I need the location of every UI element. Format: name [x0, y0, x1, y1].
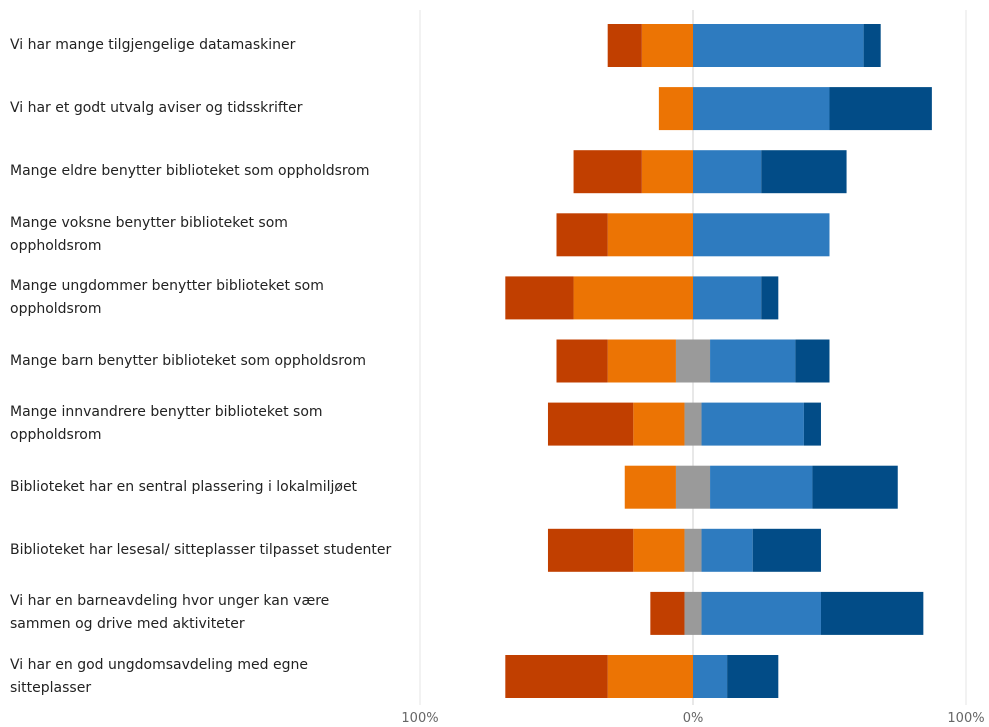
bar-strong-positive	[812, 465, 898, 509]
x-tick-label-right: 100%	[947, 711, 984, 726]
bar-positive	[693, 276, 762, 320]
bar-negative	[658, 87, 693, 131]
category-label: Vi har en god ungdomsavdeling med egne s…	[10, 656, 308, 696]
category-label: Mange voksne benytter biblioteket som op…	[10, 214, 288, 254]
bar-strong-negative	[556, 339, 608, 383]
bar-strong-negative	[547, 528, 634, 572]
bar-strong-positive	[727, 655, 779, 698]
category-label: Mange innvandrere benytter biblioteket s…	[10, 404, 323, 444]
category-label: Mange barn benytter biblioteket som opph…	[10, 352, 366, 369]
x-tick-label-center: 0%	[683, 711, 704, 726]
bar-neutral	[675, 465, 711, 509]
category-label: Biblioteket har lesesal/ sitteplasser ti…	[10, 541, 392, 558]
bar-strong-negative	[547, 402, 634, 446]
bar-strong-negative	[573, 150, 642, 194]
bar-strong-positive	[820, 591, 924, 635]
bar-strong-positive	[803, 402, 821, 446]
bar-negative	[573, 276, 693, 320]
bar-negative	[641, 24, 693, 67]
bar-positive	[701, 591, 821, 635]
bar-positive	[710, 339, 796, 383]
bar-strong-negative	[556, 213, 608, 257]
category-label: Biblioteket har en sentral plassering i …	[10, 478, 358, 495]
bar-positive	[693, 87, 830, 131]
category-label: Vi har mange tilgjengelige datamaskiner	[10, 37, 296, 53]
bar-neutral	[675, 339, 711, 383]
bar-neutral	[684, 591, 702, 635]
bar-positive	[693, 213, 830, 257]
category-label: Mange eldre benytter biblioteket som opp…	[10, 163, 370, 180]
bar-positive	[693, 655, 728, 698]
bar-neutral	[684, 402, 702, 446]
tick-labels: 100% 0% 100%	[401, 711, 984, 726]
bar-positive	[701, 402, 804, 446]
bar-negative	[641, 150, 693, 194]
bar-negative	[607, 213, 693, 257]
bar-negative	[607, 339, 676, 383]
bar-strong-positive	[761, 276, 779, 320]
bar-group	[505, 24, 932, 698]
x-tick-label-left: 100%	[401, 711, 438, 726]
bar-strong-positive	[829, 87, 932, 131]
bar-strong-negative	[505, 276, 574, 320]
bar-positive	[693, 150, 762, 194]
bar-strong-negative	[607, 24, 642, 67]
bar-strong-positive	[863, 24, 881, 67]
bar-positive	[701, 528, 753, 572]
bar-positive	[693, 24, 864, 67]
bar-strong-negative	[650, 591, 685, 635]
bar-strong-negative	[505, 655, 608, 698]
category-label: Vi har et godt utvalg aviser og tidsskri…	[10, 100, 303, 117]
bar-strong-positive	[795, 339, 830, 383]
bar-strong-positive	[752, 528, 821, 572]
bar-strong-positive	[761, 150, 847, 194]
bar-negative	[624, 465, 676, 509]
bar-negative	[607, 655, 693, 698]
category-label: Mange ungdommer benytter biblioteket som…	[10, 277, 324, 317]
bar-negative	[633, 402, 685, 446]
category-label: Vi har en barneavdeling hvor unger kan v…	[10, 593, 330, 633]
bar-positive	[710, 465, 813, 509]
bar-neutral	[684, 528, 702, 572]
bar-negative	[633, 528, 685, 572]
